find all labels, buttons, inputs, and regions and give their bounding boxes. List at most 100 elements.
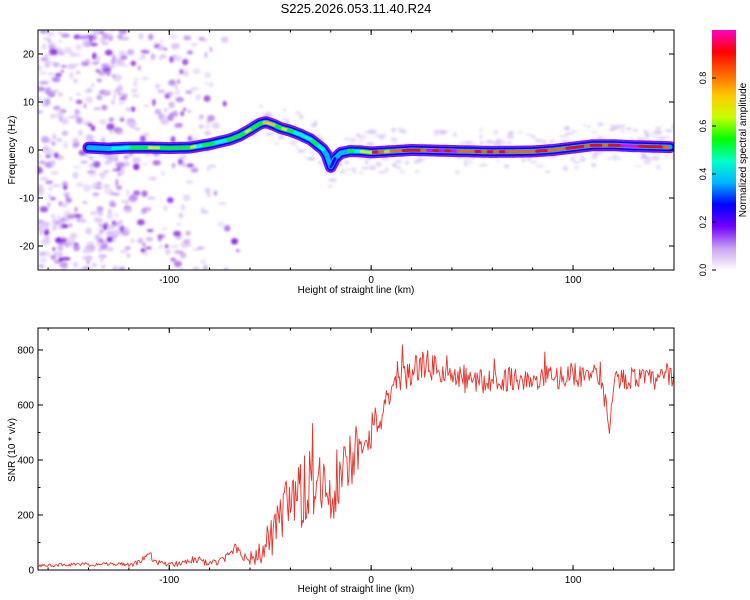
noise-blob xyxy=(141,190,148,197)
noise-blob xyxy=(171,43,179,50)
noise-blob xyxy=(597,122,604,127)
ridge-core-segment xyxy=(341,150,349,154)
noise-blob xyxy=(104,49,113,56)
noise-blob xyxy=(558,135,567,138)
noise-blob xyxy=(91,30,101,34)
noise-blob xyxy=(664,129,673,133)
snr-y-axis-label: SNR (10 * v/v) xyxy=(7,418,18,482)
noise-blob xyxy=(68,96,74,102)
noise-blob xyxy=(47,37,51,44)
noise-blob xyxy=(170,244,179,249)
noise-blob xyxy=(45,87,52,93)
noise-blob xyxy=(478,164,487,167)
noise-blob xyxy=(72,137,79,144)
colorbar-tick-label: 0.4 xyxy=(698,168,708,181)
noise-blob xyxy=(195,86,199,91)
noise-blob xyxy=(61,117,69,125)
noise-blob xyxy=(133,163,140,171)
noise-blob xyxy=(48,148,56,156)
noise-blob xyxy=(52,184,61,188)
snr-panel: -100 0 100 0 200 400 600 800 Height of straight… xyxy=(7,327,675,595)
snr-x-axis-label: Height of straight line (km) xyxy=(298,584,415,595)
noise-blob xyxy=(113,57,122,63)
noise-blob xyxy=(49,196,56,201)
y-tick-label: -20 xyxy=(20,242,35,253)
noise-blob xyxy=(108,117,114,122)
noise-blob xyxy=(495,159,500,162)
noise-blob xyxy=(109,129,115,135)
ridge-core-segment xyxy=(323,150,331,164)
noise-blob xyxy=(44,230,49,236)
noise-blob xyxy=(140,49,150,54)
noise-blob xyxy=(197,246,205,250)
noise-blob xyxy=(365,142,375,146)
noise-blob xyxy=(92,262,97,268)
x-tick-label: -100 xyxy=(159,275,179,286)
ridge-core-segment xyxy=(311,139,319,147)
noise-blob xyxy=(180,204,185,211)
noise-blob xyxy=(203,72,211,79)
noise-blob xyxy=(106,212,114,220)
noise-blob xyxy=(126,253,131,258)
noise-blob xyxy=(85,153,90,158)
noise-blob xyxy=(231,238,238,245)
noise-blob xyxy=(146,229,154,232)
noise-blob xyxy=(165,249,171,255)
noise-blob xyxy=(45,98,51,105)
noise-blob xyxy=(83,60,91,64)
noise-blob xyxy=(117,84,123,91)
noise-blob xyxy=(123,208,133,214)
noise-blob xyxy=(41,221,50,226)
noise-blob xyxy=(120,167,125,175)
noise-blob xyxy=(213,190,218,196)
noise-blob xyxy=(186,163,195,168)
noise-blob xyxy=(89,42,98,47)
noise-blob xyxy=(572,160,582,163)
noise-blob xyxy=(104,160,111,165)
noise-blob xyxy=(283,108,287,112)
noise-blob xyxy=(169,104,174,109)
noise-blob xyxy=(65,193,69,199)
noise-blob xyxy=(190,43,198,46)
ridge-core-segment xyxy=(577,144,585,149)
noise-blob xyxy=(157,89,165,94)
noise-blob xyxy=(651,155,660,161)
noise-blob xyxy=(38,185,44,193)
noise-blob xyxy=(38,71,47,75)
noise-blob xyxy=(299,114,304,120)
noise-blob xyxy=(106,70,111,76)
y-tick-label: 400 xyxy=(17,456,34,467)
noise-blob xyxy=(607,156,612,161)
ridge-core-segment xyxy=(208,141,216,146)
noise-blob xyxy=(112,54,116,61)
noise-blob xyxy=(143,104,149,108)
noise-blob xyxy=(200,207,205,211)
noise-blob xyxy=(163,47,167,51)
noise-blob xyxy=(101,265,106,269)
noise-blob xyxy=(205,124,211,129)
noise-blob xyxy=(45,235,50,242)
noise-blob xyxy=(259,104,263,108)
noise-blob xyxy=(93,217,100,221)
noise-blob xyxy=(113,74,122,82)
noise-blob xyxy=(55,72,62,78)
noise-blob xyxy=(113,92,117,100)
noise-blob xyxy=(133,77,139,82)
noise-blob xyxy=(169,56,174,63)
noise-blob xyxy=(42,145,50,153)
noise-blob xyxy=(61,33,70,38)
noise-blob xyxy=(38,153,42,159)
noise-blob xyxy=(141,163,149,166)
noise-blob xyxy=(112,265,118,270)
noise-blob xyxy=(464,141,473,145)
y-tick-label: 600 xyxy=(17,401,34,412)
noise-blob xyxy=(643,159,652,165)
noise-blob xyxy=(152,160,161,166)
noise-blob xyxy=(582,124,586,127)
noise-blob xyxy=(401,130,408,134)
noise-blob xyxy=(83,103,87,109)
noise-blob xyxy=(98,229,105,234)
noise-blob xyxy=(61,224,69,229)
ridge-core-segment xyxy=(226,137,234,142)
noise-blob xyxy=(535,163,545,169)
